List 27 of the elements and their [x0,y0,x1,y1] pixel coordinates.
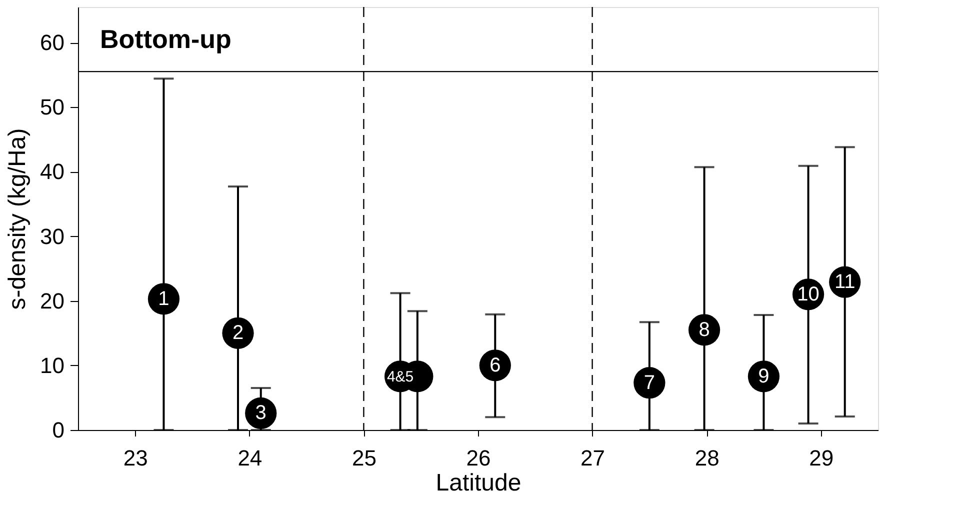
y-tick-label: 40 [40,159,64,184]
y-tick-label: 50 [40,94,64,120]
x-tick-label: 28 [694,446,720,470]
annotation: 9 [758,365,770,388]
x-tick-label: 26 [466,446,491,470]
annotation: 3 [255,402,266,424]
x-tick-label: 27 [580,446,606,470]
annotation: 7 [644,372,655,394]
x-tick-label: 25 [352,446,376,470]
annotation: 2 [232,322,244,344]
annotation: 1 [158,288,170,310]
y-tick-label: 10 [40,352,64,378]
annotation: 8 [698,318,710,341]
annotation: 4&5 [386,368,414,386]
text: Bottom-up [100,24,232,54]
annotation: 11 [834,271,856,294]
annotation: 6 [490,354,501,376]
y-axis-title: s-density (kg/Ha) [4,128,32,310]
y-tick-label: 60 [40,30,64,56]
x-tick-label: 23 [123,446,148,470]
y-tick-label: 20 [40,288,64,314]
y-tick-label: 30 [40,224,64,249]
x-axis-title: Latitude [436,470,522,496]
annotation: 10 [797,283,820,306]
y-tick-label: 0 [52,418,64,442]
x-tick-label: 29 [809,446,834,470]
x-tick-label: 24 [238,446,262,470]
